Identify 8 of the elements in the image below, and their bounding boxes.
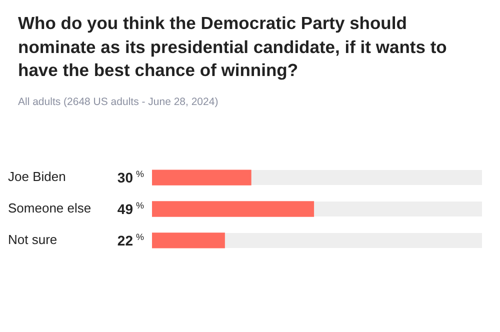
- data-label: 30%: [117, 169, 144, 186]
- data-label: 49%: [117, 200, 144, 217]
- data-label: 22%: [117, 232, 144, 248]
- chart-subtitle: All adults (2648 US adults - June 28, 2024): [18, 96, 218, 108]
- y-tick-label: Someone else: [8, 200, 92, 216]
- chart-title: Who do you think the Democratic Party should nominate as its presidential candidate, if it wants to have the best chance of winning?: [18, 12, 448, 82]
- y-tick-label: Not sure: [8, 232, 58, 248]
- y-tick-label: Joe Biden: [8, 169, 66, 184]
